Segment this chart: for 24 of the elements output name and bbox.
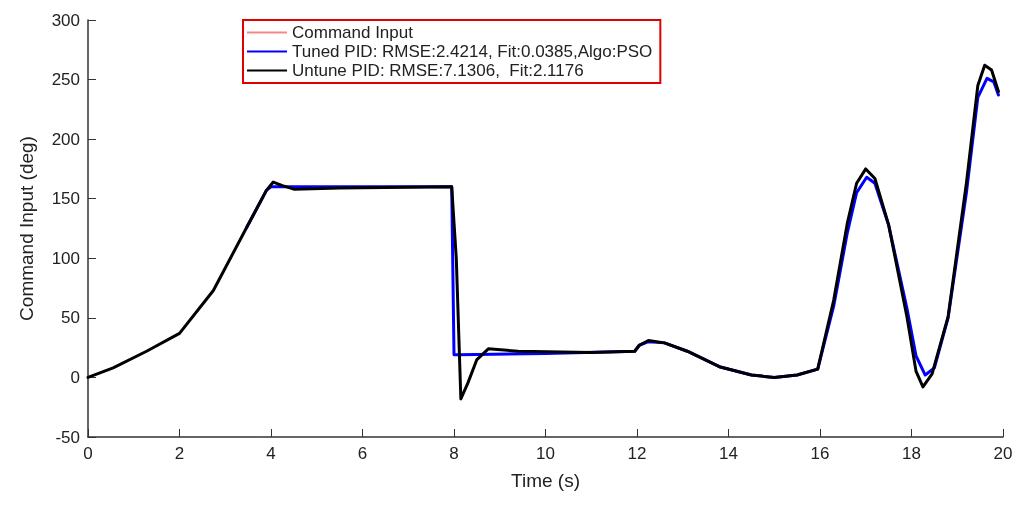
x-tick-label: 16: [810, 444, 830, 463]
x-tick-label: 14: [719, 444, 738, 463]
y-tick-label: 300: [51, 10, 80, 30]
y-tick-label: 200: [51, 129, 80, 149]
x-tick-label: 2: [174, 444, 185, 463]
legend-label: Tuned PID: RMSE:2.4214, Fit:0.0385,Algo:PSO: [292, 42, 653, 61]
x-tick-label: 18: [902, 444, 921, 463]
x-tick-label: 0: [83, 444, 93, 463]
legend-label: Command Input: [292, 23, 414, 42]
y-tick-label: -50: [55, 427, 80, 447]
x-tick-label: 10: [536, 444, 555, 463]
x-tick-label: 6: [357, 444, 368, 463]
y-tick-label: 150: [51, 189, 80, 209]
y-tick-label: 0: [70, 367, 80, 387]
x-tick-label: 4: [266, 444, 276, 463]
x-tick-label: 8: [449, 444, 459, 463]
y-tick-label: 250: [51, 70, 80, 90]
y-tick-label: 50: [61, 308, 80, 328]
x-axis-title: Time (s): [511, 470, 580, 491]
y-tick-label: 100: [51, 248, 80, 268]
x-tick-label: 20: [993, 444, 1013, 463]
legend-label: Untune PID: RMSE:7.1306, Fit:2.1176: [292, 61, 584, 80]
x-tick-label: 12: [627, 444, 647, 463]
y-axis-title: Command Input (deg): [16, 136, 37, 321]
